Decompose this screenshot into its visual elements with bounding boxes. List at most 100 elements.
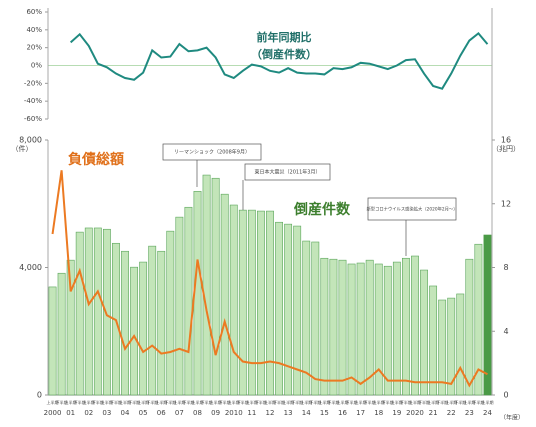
x-tick-label: 上半期 (282, 399, 294, 405)
bar (175, 216, 184, 396)
x-tick-label: 下半期 (309, 399, 321, 405)
x-tick-label: 上半期 (101, 399, 113, 405)
y-tick-label: 60% (26, 8, 42, 16)
top-subtitle: （倒産件数） (251, 47, 317, 61)
bar (429, 285, 438, 396)
x-tick-label: 上半期 (83, 399, 95, 405)
x-tick-label: 下半期 (237, 399, 249, 405)
y2-tick-label: 12 (501, 199, 511, 208)
y2-tick-label: 0 (503, 391, 508, 400)
x-tick-label: 上半期 (391, 399, 403, 405)
x-tick-label: 下半期 (74, 399, 86, 405)
y-tick-label: -20% (24, 79, 42, 87)
annotation: 東日本大震災（2011年3月） (255, 169, 321, 176)
bar (48, 286, 57, 396)
x-tick-label: 下半期 (454, 399, 466, 405)
bar (320, 257, 329, 396)
x-tick-label: 下半期 (273, 399, 285, 405)
x-tick-label: 上半期 (47, 399, 59, 405)
bar (420, 269, 428, 396)
x-tick-label: 下半期 (92, 399, 104, 405)
year-label: 19 (392, 409, 401, 417)
x-tick-label: 上半期 (355, 399, 367, 405)
x-tick-label: 上半期 (155, 399, 167, 405)
bar (302, 240, 311, 396)
bar (374, 263, 383, 396)
year-label: 15 (320, 409, 329, 417)
y2-tick-label: 4 (503, 327, 508, 336)
bar (220, 193, 229, 396)
bar (202, 174, 211, 396)
y-tick-label: 40% (26, 26, 42, 34)
x-tick-label: 下半期 (110, 399, 122, 405)
x-tick-label: 下半期 (164, 399, 176, 405)
year-label: 14 (302, 409, 311, 417)
bar (456, 293, 465, 396)
year-label: 06 (157, 409, 166, 417)
bar (275, 221, 283, 396)
bar (84, 227, 93, 396)
x-tick-label: 上半期 (445, 399, 457, 405)
x-tick-label: 下半期 (128, 399, 140, 405)
year-label: 21 (429, 409, 438, 417)
year-label: 2000 (44, 409, 62, 417)
year-label: 09 (211, 409, 220, 417)
year-label: 17 (356, 409, 365, 417)
bar (311, 241, 320, 396)
bar (483, 234, 492, 396)
year-label: 24 (483, 409, 492, 417)
year-label: 23 (465, 409, 474, 417)
year-label: 12 (266, 409, 275, 417)
bar (338, 259, 347, 396)
y-unit: （件） (12, 144, 33, 153)
bar (447, 297, 456, 396)
x-tick-label: 下半期 (291, 399, 303, 405)
y-tick-label: -60% (24, 115, 42, 123)
x-tick-label: 上半期 (246, 399, 258, 405)
bar (401, 257, 410, 396)
x-tick-label: 下半期 (327, 399, 339, 405)
annotation-box (244, 163, 331, 181)
annotation: リーマンショック（2008年9月） (174, 149, 250, 156)
bar (57, 272, 66, 396)
bar (184, 206, 193, 396)
bar (474, 243, 483, 396)
x-tick-label: 下半期 (182, 399, 194, 405)
bar (66, 259, 75, 396)
x-tick-label: 上半期 (65, 399, 77, 405)
x-tick-label: 下半期 (219, 399, 231, 405)
debt-label: 負債総額 (68, 151, 124, 168)
year-label: 07 (175, 409, 184, 417)
bar (438, 299, 447, 396)
x-unit: （年度） (500, 414, 524, 422)
year-label: 11 (247, 409, 256, 417)
debt-line (51, 170, 488, 388)
x-tick-label: 上半期 (210, 399, 222, 405)
bar (465, 258, 474, 396)
year-label: 01 (66, 409, 75, 417)
bar (365, 259, 374, 396)
x-tick-label: 下半期 (364, 399, 376, 405)
x-tick-label: 上半期 (481, 399, 493, 405)
bar (229, 204, 238, 396)
bar (166, 230, 175, 396)
x-tick-label: 上半期 (264, 399, 276, 405)
bar (329, 258, 338, 396)
annotation-box (367, 197, 457, 221)
y-tick-label: 0% (31, 62, 42, 70)
x-tick-label: 下半期 (472, 399, 484, 405)
x-tick-label: 下半期 (346, 399, 358, 405)
y2-tick-label: 16 (501, 136, 511, 145)
x-tick-label: 上半期 (427, 399, 439, 405)
year-label: 2010 (225, 409, 243, 417)
bar (121, 250, 129, 396)
top-title: 前年同期比 (257, 30, 312, 44)
bar (93, 227, 102, 396)
bar (130, 266, 139, 396)
x-tick-label: 下半期 (400, 399, 412, 405)
bar (139, 261, 148, 396)
bar (293, 225, 302, 396)
x-tick-label: 上半期 (463, 399, 475, 405)
bar (266, 210, 274, 396)
x-tick-label: 上半期 (373, 399, 385, 405)
